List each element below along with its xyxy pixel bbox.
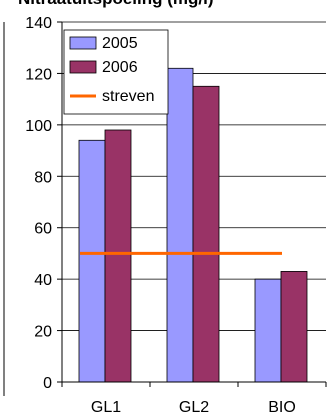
legend-swatch (69, 60, 97, 74)
chart-title: Nitraatuitspoeling (mg/l) (18, 0, 214, 8)
legend-label: 2006 (102, 59, 138, 76)
y-tick-label: 120 (25, 66, 52, 83)
bar (254, 278, 282, 383)
legend: 2005 2006 streven (63, 29, 169, 115)
y-tick-label: 140 (25, 15, 52, 32)
bar (78, 139, 106, 383)
bar (280, 271, 308, 383)
y-tick-label: 0 (43, 375, 52, 392)
y-tick-label: 100 (25, 118, 52, 135)
x-tick-label: BIO (268, 399, 296, 414)
x-tick-label: GL1 (91, 399, 121, 414)
legend-swatch (69, 36, 97, 50)
x-axis: GL1 GL2 BIO (61, 381, 327, 414)
bars (78, 67, 308, 383)
legend-label: streven (102, 88, 154, 105)
bar (166, 67, 194, 383)
y-tick-label: 40 (34, 272, 52, 289)
bar (192, 85, 220, 383)
x-tick-label: GL2 (179, 399, 209, 414)
y-tick-label: 80 (34, 169, 52, 186)
y-tick-label: 60 (34, 221, 52, 238)
y-axis: 0 20 40 60 80 100 120 140 (25, 15, 63, 392)
legend-label: 2005 (102, 35, 138, 52)
y-tick-label: 20 (34, 324, 52, 341)
bar (104, 129, 132, 383)
